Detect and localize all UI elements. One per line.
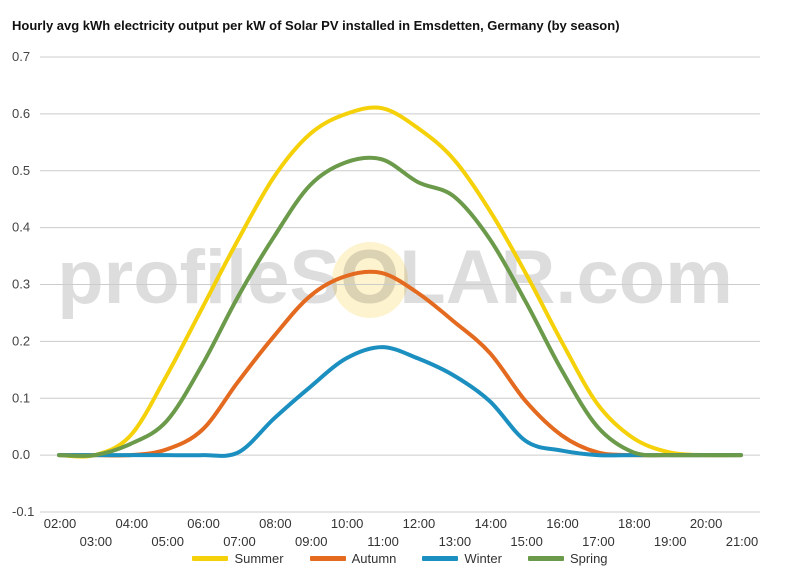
x-tick-label: 10:00 [331, 516, 364, 531]
x-tick-label: 02:00 [44, 516, 77, 531]
legend-label: Spring [569, 550, 608, 566]
chart-title: Hourly avg kWh electricity output per kW… [12, 18, 620, 33]
series-line-winter [57, 345, 743, 458]
y-tick-label: 0.0 [12, 447, 30, 462]
x-tick-label: 15:00 [510, 534, 543, 549]
x-tick-label: 12:00 [403, 516, 436, 531]
x-tick-label: 19:00 [654, 534, 687, 549]
watermark-sun-icon [332, 242, 408, 318]
legend-label: Winter [464, 550, 502, 566]
x-tick-label: 07:00 [223, 534, 256, 549]
x-tick-label: 17:00 [582, 534, 615, 549]
legend-item-spring[interactable]: Spring [527, 550, 608, 566]
series-line-spring [57, 155, 743, 458]
y-tick-label: 0.1 [12, 390, 30, 405]
y-tick-label: 0.4 [12, 220, 30, 235]
legend: Summer Autumn Winter Spring [0, 549, 800, 567]
grid [40, 56, 760, 513]
legend-label: Summer [234, 550, 284, 566]
legend-swatch [309, 555, 346, 561]
x-tick-label: 20:00 [690, 516, 723, 531]
y-tick-label: 0.6 [12, 106, 30, 121]
x-tick-label: 13:00 [439, 534, 472, 549]
x-tick-label: 05:00 [151, 534, 184, 549]
watermark: profileSOLAR.com [57, 235, 733, 320]
y-axis: -0.1 0.0 0.1 0.2 0.3 0.4 0.5 0.6 0.7 [12, 49, 34, 519]
x-tick-label: 06:00 [187, 516, 220, 531]
x-tick-label: 04:00 [116, 516, 149, 531]
x-tick-label: 11:00 [367, 534, 399, 549]
y-tick-label: -0.1 [12, 504, 34, 519]
y-tick-label: 0.3 [12, 277, 30, 292]
y-tick-label: 0.2 [12, 333, 30, 348]
x-tick-label: 08:00 [259, 516, 292, 531]
legend-label: Autumn [351, 550, 397, 566]
legend-swatch [422, 555, 459, 561]
legend-item-summer[interactable]: Summer [192, 550, 284, 566]
x-tick-label: 14:00 [474, 516, 507, 531]
y-tick-label: 0.7 [12, 49, 30, 64]
legend-swatch [192, 555, 229, 561]
x-tick-label: 16:00 [546, 516, 579, 531]
x-tick-label: 09:00 [295, 534, 328, 549]
series-line-summer [57, 105, 743, 459]
legend-item-autumn[interactable]: Autumn [309, 550, 397, 566]
x-axis: 02:0003:0004:0005:0006:0007:0008:0009:00… [44, 516, 759, 549]
x-tick-label: 03:00 [80, 534, 113, 549]
x-tick-label: 18:00 [618, 516, 651, 531]
legend-item-winter[interactable]: Winter [422, 551, 502, 566]
y-tick-label: 0.5 [12, 163, 30, 178]
series-lines [57, 105, 743, 459]
legend-swatch [527, 555, 564, 561]
x-tick-label: 21:00 [726, 534, 759, 549]
